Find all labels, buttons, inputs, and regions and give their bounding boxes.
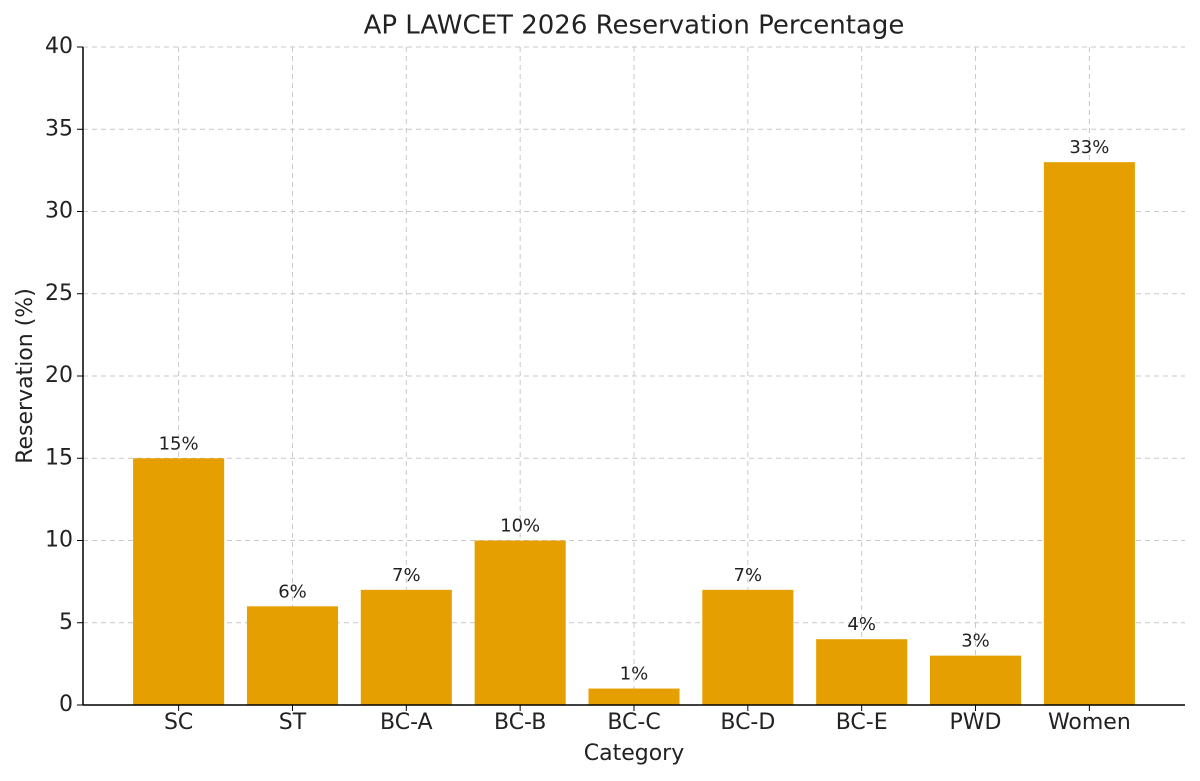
- value-label: 1%: [620, 664, 649, 685]
- x-axis-label: Category: [584, 741, 685, 766]
- x-tick-label: BC-D: [720, 710, 775, 735]
- x-tick-label: BC-A: [380, 710, 433, 735]
- y-tick-label: 20: [45, 363, 73, 388]
- y-tick-label: 10: [45, 528, 73, 553]
- y-tick-label: 5: [59, 610, 73, 635]
- x-tick-label: ST: [279, 710, 307, 735]
- chart-title: AP LAWCET 2026 Reservation Percentage: [364, 11, 905, 41]
- y-tick-label: 25: [45, 281, 73, 306]
- x-tick-label: BC-C: [607, 710, 660, 735]
- x-tick-label: SC: [164, 710, 193, 735]
- value-label: 10%: [500, 516, 540, 537]
- bar: [133, 458, 225, 705]
- value-label: 7%: [392, 565, 421, 586]
- bar: [474, 540, 566, 705]
- y-tick-label: 30: [45, 199, 73, 224]
- bar: [816, 639, 908, 705]
- bar: [588, 688, 680, 705]
- value-label: 7%: [734, 565, 763, 586]
- value-label: 15%: [159, 433, 199, 454]
- x-tick-label: Women: [1048, 710, 1131, 735]
- y-tick-label: 15: [45, 445, 73, 470]
- x-tick-label: PWD: [950, 710, 1002, 735]
- bar: [246, 606, 339, 705]
- value-label: 4%: [847, 614, 876, 635]
- value-label: 6%: [278, 581, 307, 602]
- bar: [1043, 162, 1135, 705]
- x-tick-label: BC-E: [836, 710, 888, 735]
- value-label: 33%: [1069, 137, 1109, 158]
- y-tick-label: 35: [45, 116, 73, 141]
- y-tick-label: 40: [45, 34, 73, 59]
- bar: [702, 589, 794, 705]
- value-label: 3%: [961, 631, 990, 652]
- bar: [360, 589, 452, 705]
- bar: [929, 655, 1022, 705]
- x-tick-label: BC-B: [494, 710, 546, 735]
- y-axis-label: Reservation (%): [13, 288, 38, 464]
- y-tick-label: 0: [59, 692, 73, 717]
